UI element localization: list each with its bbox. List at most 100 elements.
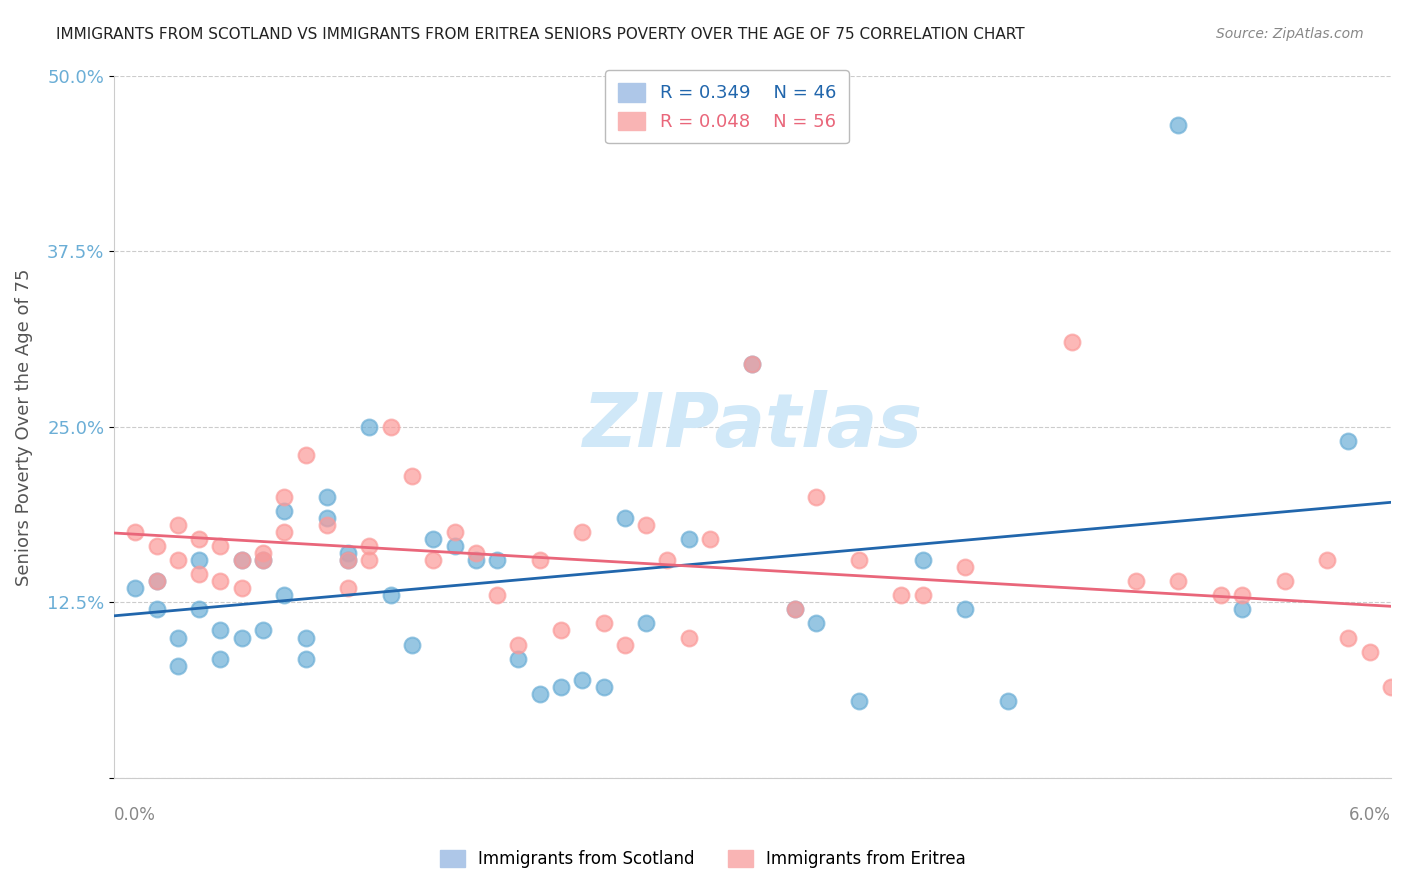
Point xyxy=(741,357,763,371)
Point xyxy=(209,651,232,665)
Point xyxy=(783,602,806,616)
Point xyxy=(209,574,232,589)
Point xyxy=(550,680,572,694)
Point xyxy=(294,651,316,665)
Point xyxy=(273,490,295,504)
Point xyxy=(252,546,274,560)
Point xyxy=(380,588,402,602)
Text: IMMIGRANTS FROM SCOTLAND VS IMMIGRANTS FROM ERITREA SENIORS POVERTY OVER THE AGE: IMMIGRANTS FROM SCOTLAND VS IMMIGRANTS F… xyxy=(56,27,1025,42)
Point xyxy=(188,567,211,582)
Point xyxy=(613,638,636,652)
Point xyxy=(294,448,316,462)
Point xyxy=(464,553,486,567)
Point xyxy=(890,588,912,602)
Point xyxy=(486,588,509,602)
Point xyxy=(124,582,146,596)
Point xyxy=(592,616,614,631)
Point xyxy=(464,546,486,560)
Point xyxy=(1060,335,1083,350)
Point xyxy=(443,539,465,553)
Point xyxy=(188,553,211,567)
Point xyxy=(699,532,721,546)
Point xyxy=(337,546,360,560)
Point xyxy=(124,525,146,540)
Point xyxy=(911,553,934,567)
Point xyxy=(529,553,551,567)
Point xyxy=(252,553,274,567)
Point xyxy=(209,624,232,638)
Point xyxy=(231,631,253,645)
Point xyxy=(166,631,188,645)
Point xyxy=(188,602,211,616)
Point xyxy=(997,694,1019,708)
Point xyxy=(231,553,253,567)
Y-axis label: Seniors Poverty Over the Age of 75: Seniors Poverty Over the Age of 75 xyxy=(15,268,32,585)
Point xyxy=(636,616,658,631)
Point xyxy=(571,525,593,540)
Point xyxy=(273,525,295,540)
Legend: Immigrants from Scotland, Immigrants from Eritrea: Immigrants from Scotland, Immigrants fro… xyxy=(433,843,973,875)
Point xyxy=(273,504,295,518)
Point xyxy=(678,532,700,546)
Point xyxy=(636,518,658,533)
Point xyxy=(145,574,167,589)
Point xyxy=(1337,434,1360,448)
Point xyxy=(145,539,167,553)
Point xyxy=(231,553,253,567)
Point xyxy=(1274,574,1296,589)
Point xyxy=(678,631,700,645)
Point xyxy=(592,680,614,694)
Point xyxy=(613,511,636,525)
Point xyxy=(359,553,381,567)
Point xyxy=(1358,644,1381,658)
Point xyxy=(252,624,274,638)
Point xyxy=(231,582,253,596)
Point xyxy=(848,694,870,708)
Point xyxy=(337,553,360,567)
Point xyxy=(1209,588,1232,602)
Point xyxy=(145,602,167,616)
Point xyxy=(401,638,423,652)
Point xyxy=(955,602,977,616)
Point xyxy=(443,525,465,540)
Point xyxy=(848,553,870,567)
Point xyxy=(657,553,679,567)
Text: ZIPatlas: ZIPatlas xyxy=(582,391,922,463)
Point xyxy=(294,631,316,645)
Point xyxy=(337,582,360,596)
Point xyxy=(145,574,167,589)
Point xyxy=(166,553,188,567)
Point xyxy=(806,490,828,504)
Point xyxy=(273,588,295,602)
Point xyxy=(806,616,828,631)
Point xyxy=(422,532,444,546)
Point xyxy=(315,518,337,533)
Point xyxy=(359,539,381,553)
Point xyxy=(911,588,934,602)
Point xyxy=(337,553,360,567)
Point xyxy=(1400,658,1406,673)
Point xyxy=(529,687,551,701)
Point xyxy=(783,602,806,616)
Point xyxy=(1316,553,1339,567)
Point xyxy=(209,539,232,553)
Point xyxy=(1230,602,1253,616)
Point xyxy=(380,419,402,434)
Point xyxy=(571,673,593,687)
Point xyxy=(1230,588,1253,602)
Point xyxy=(422,553,444,567)
Point xyxy=(741,357,763,371)
Point xyxy=(508,638,530,652)
Point xyxy=(401,469,423,483)
Point xyxy=(1167,574,1189,589)
Point xyxy=(508,651,530,665)
Point xyxy=(315,511,337,525)
Point xyxy=(166,658,188,673)
Point xyxy=(1379,680,1402,694)
Point xyxy=(486,553,509,567)
Point xyxy=(252,553,274,567)
Text: 6.0%: 6.0% xyxy=(1350,806,1391,824)
Text: 0.0%: 0.0% xyxy=(114,806,156,824)
Point xyxy=(359,419,381,434)
Point xyxy=(188,532,211,546)
